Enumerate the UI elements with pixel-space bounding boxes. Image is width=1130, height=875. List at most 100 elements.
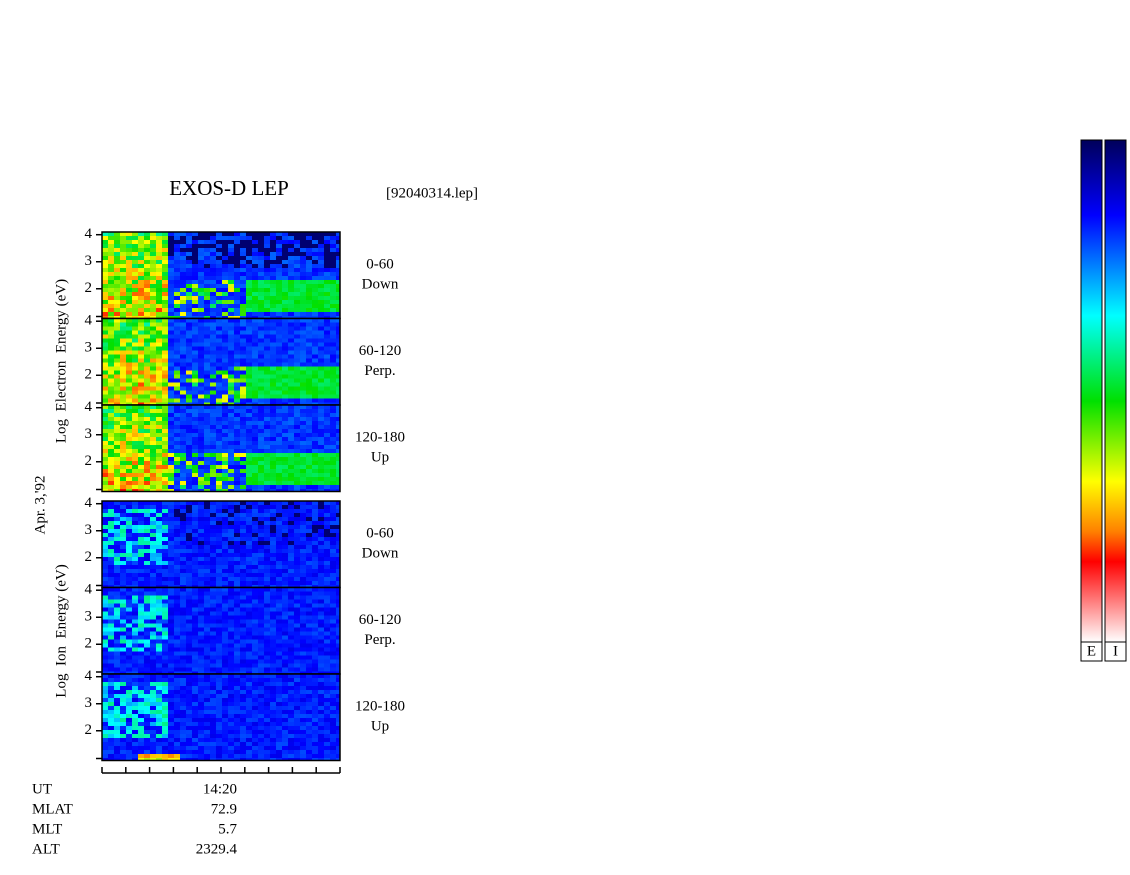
spectrogram-cell xyxy=(120,623,126,628)
spectrogram-cell xyxy=(168,425,174,429)
spectrogram-cell xyxy=(192,671,198,674)
spectrogram-cell xyxy=(108,232,114,236)
spectrogram-cell xyxy=(294,354,300,359)
spectrogram-cell xyxy=(330,541,336,545)
spectrogram-cell xyxy=(216,296,222,300)
spectrogram-cell xyxy=(120,722,126,726)
spectrogram-cell xyxy=(138,722,144,726)
spectrogram-cell xyxy=(132,409,138,413)
spectrogram-cell xyxy=(210,678,216,682)
spectrogram-cell xyxy=(102,477,108,481)
spectrogram-cell xyxy=(324,437,330,441)
spectrogram-cell xyxy=(204,742,210,746)
spectrogram-cell xyxy=(108,714,114,718)
spectrogram-cell xyxy=(204,378,210,383)
spectrogram-cell xyxy=(246,489,252,492)
spectrogram-cell xyxy=(246,252,252,256)
spectrogram-cell xyxy=(222,746,228,750)
spectrogram-cell xyxy=(264,561,270,565)
spectrogram-cell xyxy=(264,577,270,581)
spectrogram-cell xyxy=(120,671,126,674)
spectrogram-cell xyxy=(102,619,108,624)
spectrogram-cell xyxy=(270,318,276,323)
spectrogram-cell xyxy=(234,390,240,395)
spectrogram-cell xyxy=(192,481,198,485)
spectrogram-cell xyxy=(324,308,330,312)
spectrogram-cell xyxy=(324,409,330,413)
spectrogram-cell xyxy=(234,631,240,636)
spectrogram-cell xyxy=(210,280,216,284)
spectrogram-cell xyxy=(294,457,300,461)
spectrogram-cell xyxy=(240,603,246,608)
spectrogram-cell xyxy=(162,730,168,734)
spectrogram-cell xyxy=(138,378,144,383)
spectrogram-cell xyxy=(210,631,216,636)
spectrogram-cell xyxy=(264,358,270,363)
spectrogram-cell xyxy=(300,647,306,652)
spectrogram-cell xyxy=(192,272,198,276)
spectrogram-cell xyxy=(120,746,126,750)
spectrogram-cell xyxy=(324,631,330,636)
spectrogram-cell xyxy=(240,746,246,750)
spectrogram-cell xyxy=(234,651,240,656)
spectrogram-cell xyxy=(240,674,246,678)
spectrogram-cell xyxy=(192,260,198,264)
spectrogram-cell xyxy=(186,276,192,280)
spectrogram-cell xyxy=(288,525,294,529)
spectrogram-cell xyxy=(168,694,174,698)
spectrogram-cell xyxy=(252,627,258,632)
spectrogram-cell xyxy=(234,330,240,335)
spectrogram-cell xyxy=(318,334,324,339)
spectrogram-cell xyxy=(306,481,312,485)
spectrogram-cell xyxy=(216,268,222,272)
spectrogram-cell xyxy=(150,591,156,596)
spectrogram-cell xyxy=(204,292,210,296)
spectrogram-cell xyxy=(138,461,144,465)
spectrogram-cell xyxy=(186,485,192,489)
spectrogram-cell xyxy=(168,639,174,644)
spectrogram-cell xyxy=(126,350,132,355)
spectrogram-cell xyxy=(288,441,294,445)
spectrogram-cell xyxy=(318,585,324,588)
spectrogram-cell xyxy=(252,449,258,453)
spectrogram-cell xyxy=(294,509,300,513)
spectrogram-cell xyxy=(204,631,210,636)
spectrogram-cell xyxy=(168,591,174,596)
spectrogram-cell xyxy=(132,758,138,761)
spectrogram-cell xyxy=(186,425,192,429)
spectrogram-cell xyxy=(150,264,156,268)
spectrogram-cell xyxy=(150,236,156,240)
spectrogram-cell xyxy=(186,398,192,403)
spectrogram-cell xyxy=(240,326,246,331)
spectrogram-cell xyxy=(282,421,288,425)
spectrogram-cell xyxy=(306,587,312,592)
spectrogram-cell xyxy=(306,513,312,517)
spectrogram-cell xyxy=(282,318,288,323)
spectrogram-cell xyxy=(300,607,306,612)
spectrogram-cell xyxy=(228,525,234,529)
spectrogram-cell xyxy=(312,284,318,288)
spectrogram-cell xyxy=(300,370,306,375)
spectrogram-cell xyxy=(198,702,204,706)
spectrogram-cell xyxy=(150,272,156,276)
spectrogram-cell xyxy=(240,280,246,284)
spectrogram-cell xyxy=(132,561,138,565)
spectrogram-cell xyxy=(294,398,300,403)
spectrogram-cell xyxy=(294,671,300,674)
spectrogram-cell xyxy=(174,619,180,624)
spectrogram-cell xyxy=(162,635,168,640)
spectrogram-cell xyxy=(150,312,156,316)
spectrogram-cell xyxy=(120,354,126,359)
spectrogram-cell xyxy=(222,529,228,533)
spectrogram-cell xyxy=(144,754,150,758)
spectrogram-cell xyxy=(192,553,198,557)
spectrogram-cell xyxy=(120,513,126,517)
spectrogram-cell xyxy=(264,304,270,308)
spectrogram-cell xyxy=(228,702,234,706)
spectrogram-cell xyxy=(150,405,156,409)
spectrogram-cell xyxy=(126,541,132,545)
spectrogram-cell xyxy=(234,698,240,702)
spectrogram-cell xyxy=(312,248,318,252)
spectrogram-cell xyxy=(282,573,288,577)
angle-label: 0-60 xyxy=(366,526,394,542)
